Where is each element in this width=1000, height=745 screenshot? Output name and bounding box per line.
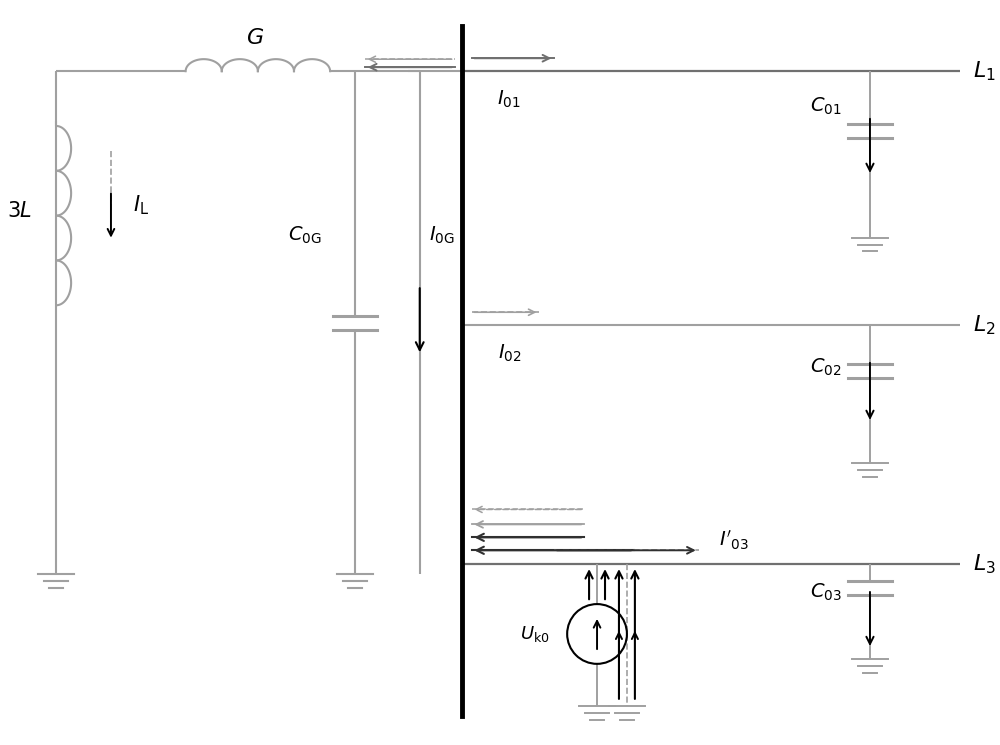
Text: $G$: $G$: [246, 28, 264, 48]
Text: $I'_{03}$: $I'_{03}$: [719, 529, 748, 552]
Text: $L_2$: $L_2$: [973, 314, 995, 337]
Text: $C_{02}$: $C_{02}$: [810, 356, 842, 378]
Text: $I_{\rm 0G}$: $I_{\rm 0G}$: [429, 225, 455, 246]
Text: $C_{\rm 0G}$: $C_{\rm 0G}$: [288, 225, 322, 246]
Text: $I_{01}$: $I_{01}$: [497, 89, 521, 110]
Text: $C_{03}$: $C_{03}$: [810, 582, 842, 603]
Text: $I_{02}$: $I_{02}$: [498, 343, 521, 364]
Text: $U_{\rm k0}$: $U_{\rm k0}$: [520, 624, 550, 644]
Text: $3L$: $3L$: [7, 200, 32, 221]
Text: $L_3$: $L_3$: [973, 553, 995, 576]
Text: $C_{01}$: $C_{01}$: [810, 95, 842, 117]
Text: $L_1$: $L_1$: [973, 60, 995, 83]
Text: $I_{\rm L}$: $I_{\rm L}$: [133, 194, 149, 218]
